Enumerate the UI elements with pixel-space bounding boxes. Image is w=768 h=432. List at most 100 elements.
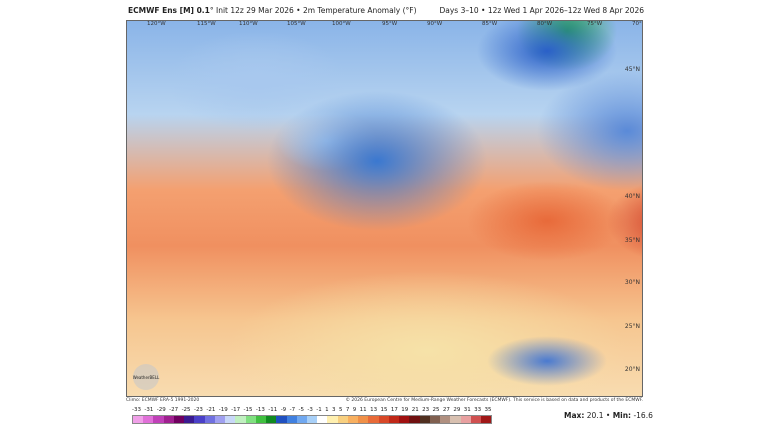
colorbar-swatch [296,416,307,423]
longitude-label: 85°W [482,21,498,27]
map-header: ECMWF Ens [M] 0.1° Init 12z 29 Mar 2026 … [128,6,644,15]
latitude-label: 40°N [624,193,640,200]
latitude-label: 20°N [624,366,640,373]
colorbar-tick: -5 [298,407,304,413]
colorbar-tick: 17 [390,407,398,413]
colorbar-swatch [368,416,379,423]
colorbar-swatch [214,416,226,423]
max-value: 20.1 [586,411,604,420]
colorbar-tick: 7 [345,407,350,413]
colorbar-tick: -3 [307,407,313,413]
colorbar-swatch [173,416,185,423]
colorbar-tick: 9 [352,407,357,413]
colorbar-swatch [306,416,318,423]
latitude-label: 30°N [624,279,640,286]
colorbar-swatch [317,416,328,423]
latitude-label: 25°N [624,323,640,330]
colorbar-tick: -27 [169,407,179,413]
colorbar-swatch [378,416,389,423]
min-label: Min: [612,411,632,420]
colorbar-swatch [409,416,420,423]
colorbar-tick: -33 [132,407,141,413]
map-footer: Climo: ECMWF ERA-5 1991-2020 © 2026 Euro… [126,398,643,403]
colorbar-swatch [143,416,154,423]
colorbar-swatch [163,416,174,423]
longitude-label: 95°W [382,21,398,27]
colorbar-tick: 25 [432,407,440,413]
colorbar-swatch [245,416,256,423]
colorbar-ticks: -33 -31 -29 -27 -25 -23 -21 -19 -17 -15 -13 -11 -9 -7… [132,407,492,413]
longitude-label: 105°W [287,21,306,27]
colorbar-swatch [450,416,461,423]
init-text: ° Init 12z 29 Mar 2026 • 2m Temperature … [209,6,417,15]
min-value: -16.6 [633,411,653,420]
colorbar-tick: -13 [255,407,265,413]
longitude-label: 90°W [427,21,443,27]
colorbar-tick: -7 [289,407,296,413]
colorbar-tick: 21 [411,407,419,413]
colorbar-swatch [399,416,410,423]
weatherbell-logo: WeatherBELL [133,364,159,390]
colorbar-tick: -15 [243,407,253,413]
colorbar-tick: 29 [453,407,461,413]
colorbar-swatch [460,416,471,423]
colorbar-swatch [255,416,267,423]
colorbar-tick: -31 [144,407,154,413]
temperature-anomaly-map: 120°W 115°W 110°W 105°W 100°W 95°W 90°W 85°W 80°… [126,20,643,397]
colorbar-tick: -11 [268,407,278,413]
max-label: Max: [564,411,585,420]
colorbar-tick: -25 [181,407,191,413]
colorbar-tick: -17 [231,407,241,413]
colorbar-tick: 5 [338,407,343,413]
colorbar-tick: 11 [359,407,367,413]
colorbar-tick: -29 [156,407,166,413]
colorbar-swatch [266,416,277,423]
longitude-label: 70°W [632,21,642,27]
colorbar-swatch [184,416,195,423]
longitude-label: 100°W [332,21,351,27]
latitude-label: 45°N [624,66,640,73]
longitude-label: 80°W [537,21,553,27]
colorbar-swatch [204,416,215,423]
colorbar-tick: 19 [401,407,409,413]
colorbar-swatch [440,416,451,423]
colorbar-swatch [153,416,164,423]
colorbar-swatch [286,416,297,423]
colorbar-tick: 1 [325,407,329,413]
colorbar-swatch [419,416,430,423]
climo-text: Climo: ECMWF ERA-5 1991-2020 [126,398,200,403]
colorbar-tick: 35 [484,407,492,413]
colorbar-tick: 33 [474,407,482,413]
max-min-stats: Max: 20.1 • Min: -16.6 [564,411,653,420]
credit-text: © 2026 European Centre for Medium-Range … [345,398,643,403]
longitude-label: 75°W [587,21,603,27]
colorbar-swatch [470,416,481,423]
separator: • [605,411,611,420]
colorbar-tick: 15 [380,407,388,413]
colorbar-swatch [235,416,246,423]
colorbar-tick: -9 [280,407,287,413]
colorbar-tick: 3 [332,407,336,413]
valid-period: Days 3–10 • 12z Wed 1 Apr 2026–12z Wed 8… [439,6,644,15]
colorbar-swatch [133,416,144,423]
colorbar-swatch [276,416,287,423]
colorbar-tick: 13 [370,407,378,413]
longitude-label: 115°W [197,21,216,27]
colorbar [132,415,492,424]
colorbar-swatch [225,416,236,423]
colorbar-swatch [337,416,348,423]
colorbar-swatch [194,416,205,423]
colorbar-tick: 31 [463,407,471,413]
colorbar-tick: -21 [206,407,216,413]
colorbar-swatch [347,416,359,423]
colorbar-tick: -23 [193,407,203,413]
colorbar-swatch [358,416,369,423]
colorbar-tick: -1 [316,407,322,413]
colorbar-swatch [388,416,400,423]
colorbar-swatch [327,416,338,423]
colorbar-tick: 27 [442,407,450,413]
latitude-label: 35°N [624,237,640,244]
colorbar-tick: -19 [218,407,228,413]
model-name: ECMWF Ens [M] 0.1 [128,6,210,15]
colorbar-swatch [480,416,492,423]
